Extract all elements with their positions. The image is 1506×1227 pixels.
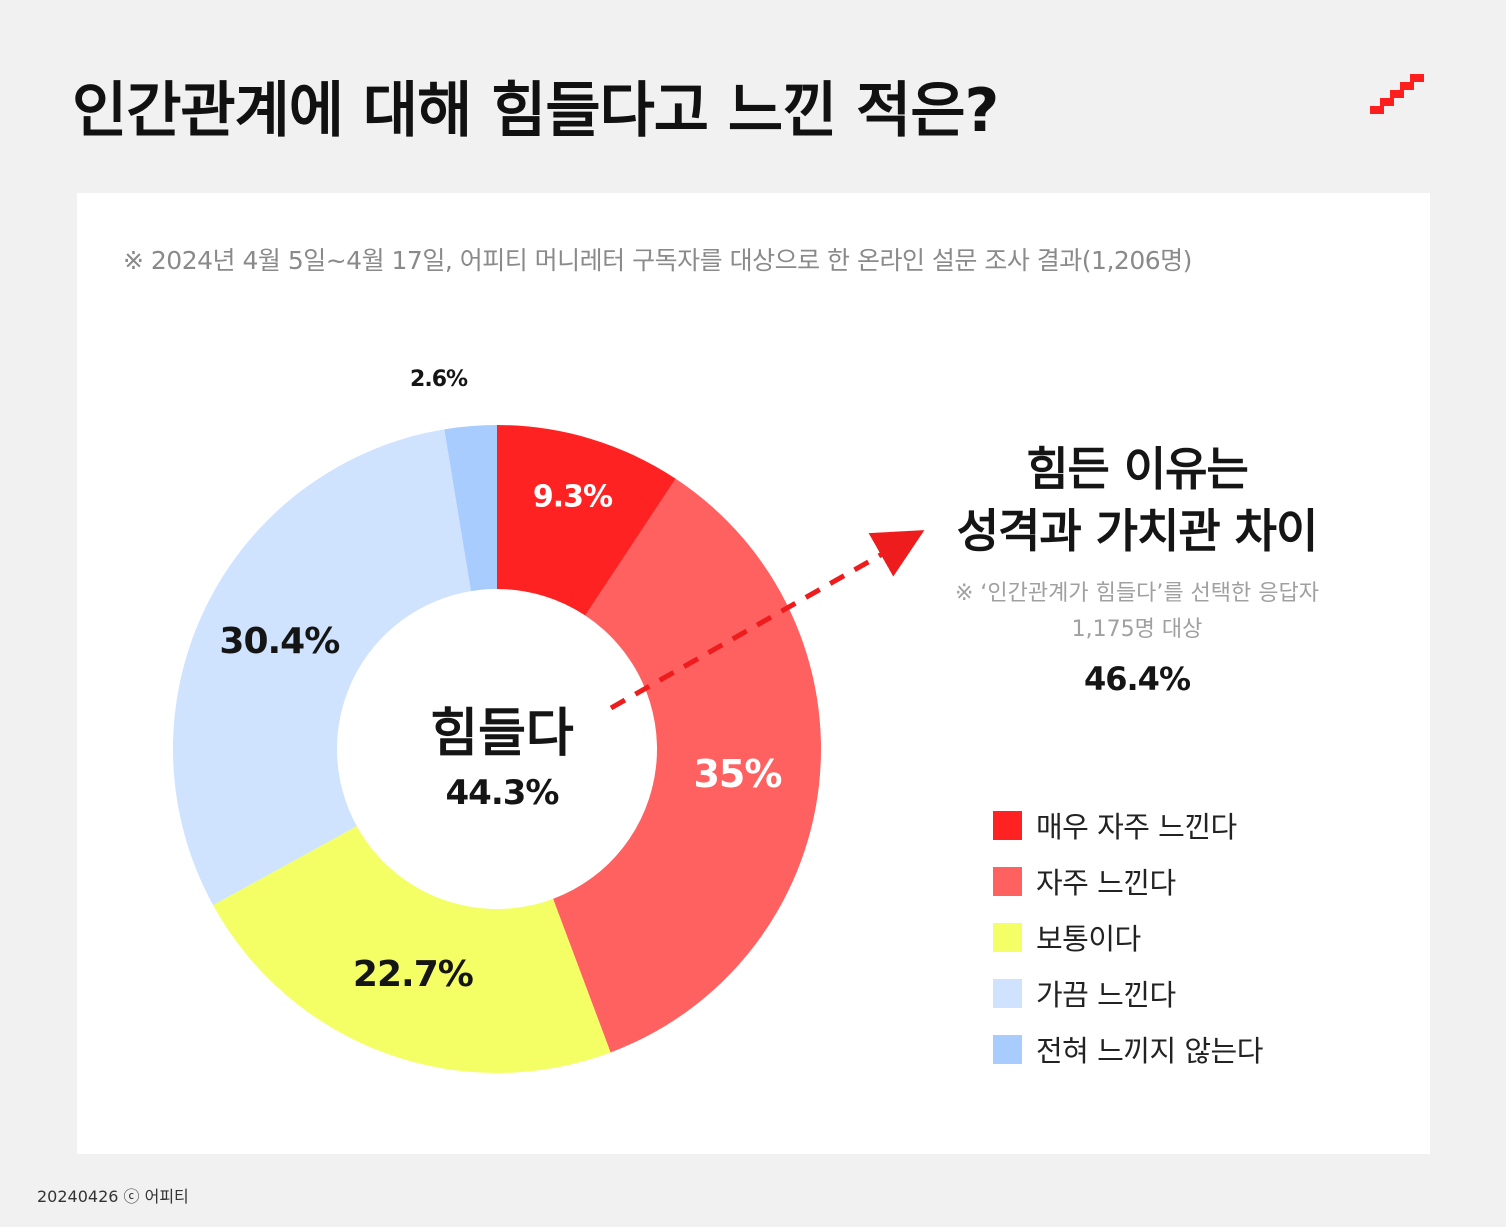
legend-swatch [993, 866, 1022, 896]
legend-label: 가끔 느낀다 [1036, 978, 1176, 1012]
slice-value-label: 30.4% [219, 621, 339, 662]
legend-swatch [993, 922, 1022, 952]
legend-label: 매우 자주 느낀다 [1036, 810, 1237, 844]
donut-slice [497, 425, 676, 616]
slice-value-label: 2.6% [410, 367, 468, 392]
legend-label: 보통이다 [1036, 922, 1141, 956]
legend-label: 전혀 느끼지 않는다 [1036, 1034, 1263, 1068]
legend-item: 자주 느낀다 [993, 853, 1263, 909]
callout-heading-line-1: 힘든 이유는 [1026, 442, 1249, 496]
donut-chart: 9.3% 35% 22.7% 30.4% 2.6% [173, 367, 925, 1073]
legend-item: 전혀 느끼지 않는다 [993, 1021, 1263, 1077]
legend-item: 보통이다 [993, 909, 1263, 965]
callout-note-line-1: ※ ‘인간관계가 힘들다’를 선택한 응답자 [955, 581, 1319, 606]
donut-center-value: 44.3% [445, 773, 560, 813]
callout-note-line-2: 1,175명 대상 [1071, 617, 1203, 642]
donut-slice [213, 826, 611, 1073]
donut-slice [553, 478, 821, 1053]
callout-arrow [609, 530, 925, 711]
legend-swatch [993, 978, 1022, 1008]
callout-heading-line-2: 성격과 가치관 차이 [956, 504, 1319, 558]
callout: 힘든 이유는 성격과 가치관 차이 ※ ‘인간관계가 힘들다’를 선택한 응답자… [902, 438, 1372, 698]
donut-slice [444, 425, 497, 592]
survey-note: ※ 2024년 4월 5일~4월 17일, 어피티 머니레터 구독자를 대상으로… [123, 246, 1192, 275]
legend-item: 가끔 느낀다 [993, 965, 1263, 1021]
legend-swatch [993, 1034, 1022, 1064]
slice-value-label: 22.7% [353, 954, 473, 995]
chart-legend: 매우 자주 느낀다 자주 느낀다 보통이다 가끔 느낀다 전혀 느끼지 않는다 [993, 797, 1263, 1077]
chart-card: ※ 2024년 4월 5일~4월 17일, 어피티 머니레터 구독자를 대상으로… [77, 193, 1430, 1154]
legend-label: 자주 느낀다 [1036, 866, 1176, 900]
donut-center-title: 힘들다 [430, 704, 574, 764]
slice-value-label: 9.3% [533, 480, 613, 515]
footer-credit: 20240426 ⓒ 어피티 [37, 1187, 189, 1206]
donut-slice [173, 429, 471, 906]
brand-logo-icon [1370, 74, 1424, 114]
callout-value: 46.4% [1083, 660, 1191, 698]
slice-value-label: 35% [693, 752, 781, 796]
legend-item: 매우 자주 느낀다 [993, 797, 1263, 853]
legend-swatch [993, 810, 1022, 840]
page-title: 인간관계에 대해 힘들다고 느낀 적은? [72, 76, 999, 146]
